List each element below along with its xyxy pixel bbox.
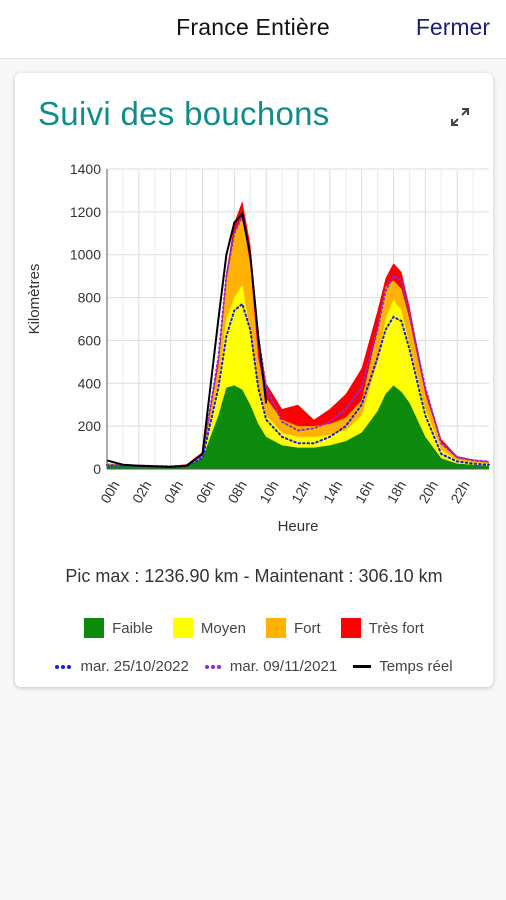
line-realtime <box>106 211 268 468</box>
y-tick-label: 1400 <box>70 161 101 177</box>
page-title: France Entière <box>176 14 330 40</box>
card-title: Suivi des bouchons <box>38 95 330 132</box>
line-history <box>106 212 490 468</box>
x-tick-label: 12h <box>288 478 314 506</box>
legend-item-tres-fort: Très fort <box>340 618 424 638</box>
legend-item-2022: mar. 25/10/2022 <box>55 658 189 675</box>
legend-swatch-fort <box>265 618 286 638</box>
legend-item-faible: Faible <box>84 618 153 638</box>
area-faible <box>107 385 489 469</box>
line-legend: mar. 25/10/2022 mar. 09/11/2021 Temps ré… <box>15 658 493 675</box>
legend-label-moyen: Moyen <box>200 619 246 637</box>
x-tick-label: 14h <box>320 478 346 506</box>
x-tick-label: 10h <box>256 478 282 506</box>
level-legend: Faible Moyen Fort Très fort <box>15 618 493 638</box>
x-tick-label: 06h <box>193 478 219 506</box>
line-history <box>106 302 490 468</box>
legend-item-fort: Fort <box>265 618 321 638</box>
peak-summary: Pic max : 1236.90 km - Maintenant : 306.… <box>65 566 443 586</box>
expand-icon[interactable] <box>449 106 471 128</box>
y-tick-label: 600 <box>78 332 102 348</box>
x-tick-label: 18h <box>384 478 410 506</box>
y-tick-label: 400 <box>78 375 102 391</box>
top-bar: France Entière Fermer <box>0 0 506 59</box>
close-button[interactable]: Fermer <box>415 14 490 40</box>
y-tick-label: 1000 <box>70 247 101 263</box>
legend-label-fort: Fort <box>293 619 321 637</box>
legend-label-2021: mar. 09/11/2021 <box>229 658 338 675</box>
y-axis-title: Kilomètres <box>26 264 43 335</box>
y-tick-label: 800 <box>78 290 102 306</box>
dotted-line-icon <box>55 664 73 669</box>
dotted-line-icon <box>204 664 223 669</box>
y-tick-label: 200 <box>78 418 102 434</box>
legend-item-realtime: Temps réel <box>353 658 453 675</box>
solid-line-icon <box>353 665 372 668</box>
traffic-card: Suivi des bouchons 0 200 400 600 800 1000 1200… <box>15 73 493 687</box>
legend-label-realtime: Temps réel <box>379 658 453 675</box>
x-tick-label: 00h <box>97 478 123 506</box>
legend-label-tres-fort: Très fort <box>368 619 424 637</box>
x-tick-label: 08h <box>224 478 250 506</box>
legend-item-2021: mar. 09/11/2021 <box>204 658 338 675</box>
y-tick-label: 1200 <box>70 204 101 220</box>
x-axis-title: Heure <box>278 518 319 535</box>
x-tick-label: 22h <box>447 478 473 506</box>
x-tick-label: 04h <box>161 478 187 506</box>
legend-swatch-tres-fort <box>340 618 361 638</box>
legend-label-faible: Faible <box>112 619 153 637</box>
legend-label-2022: mar. 25/10/2022 <box>80 658 189 675</box>
legend-item-moyen: Moyen <box>172 618 246 638</box>
x-tick-label: 02h <box>129 478 155 506</box>
legend-swatch-moyen <box>172 618 193 638</box>
y-tick-label: 0 <box>93 461 101 477</box>
legend-swatch-faible <box>84 618 105 638</box>
traffic-chart: 0 200 400 600 800 1000 1200 1400 00h 02h 04h 06h 08h… <box>26 161 490 535</box>
x-tick-label: 20h <box>415 478 441 506</box>
x-tick-label: 16h <box>352 478 378 506</box>
